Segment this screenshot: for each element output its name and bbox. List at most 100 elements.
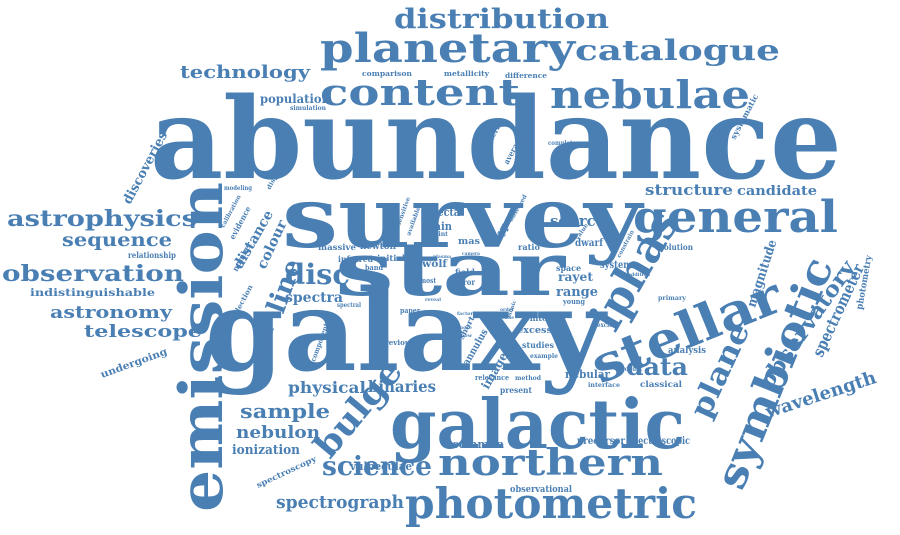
word-astronomy: astronomy	[50, 303, 173, 323]
word-emission: emission	[167, 182, 237, 512]
word-acc: acc	[490, 330, 500, 336]
word-population: population	[260, 92, 330, 106]
word-phase: phase	[500, 315, 514, 321]
word-evolution: evolution	[655, 242, 693, 252]
word-simulation: simulation	[290, 105, 327, 112]
word-telescope: telescope	[84, 322, 202, 342]
word-content: content	[320, 72, 520, 114]
word-point: point	[430, 231, 448, 238]
word-system: system	[600, 260, 632, 271]
word-camera: camera	[462, 251, 481, 257]
word-field: field	[455, 267, 475, 277]
word-sequence: sequence	[62, 229, 172, 251]
word-observational: observational	[510, 485, 573, 495]
word-galactic: galactic	[390, 385, 685, 465]
word-difference: difference	[505, 71, 548, 80]
word-distribution: distribution	[394, 4, 609, 35]
word-initial: initial	[377, 253, 405, 263]
word-galaxy: galaxy	[205, 266, 608, 397]
word-photometric: photometric	[405, 479, 697, 528]
word-expect: expect	[520, 258, 539, 264]
word-science: science	[322, 452, 432, 482]
word-nebular: nebular	[565, 368, 610, 381]
word-disc: disc	[285, 258, 350, 291]
word-northern: northern	[438, 442, 663, 484]
word-source: source	[550, 212, 605, 230]
word-relationship: relationship	[128, 250, 176, 260]
word-virtual: virtual	[369, 293, 388, 299]
word-sample: sample	[240, 399, 330, 423]
word-nebulon: nebulon	[236, 423, 320, 443]
word-ionization: ionization	[232, 443, 301, 458]
word-candidate: candidate	[737, 184, 817, 199]
word-astrophysics: astrophysics	[7, 206, 197, 232]
word-range: range	[556, 285, 598, 300]
word-cent: cent	[488, 322, 501, 328]
word-present: present	[500, 385, 532, 395]
word-complete: complete	[548, 140, 576, 147]
word-mimic: mimic	[506, 300, 518, 319]
word-star: star	[335, 227, 566, 313]
word-planetary: planetary	[320, 25, 577, 72]
word-space: space	[556, 263, 581, 273]
word-method: method	[515, 375, 542, 382]
word-common: common	[452, 438, 504, 451]
word-spectra: spectra	[285, 290, 343, 306]
word-analysis: analysis	[668, 346, 706, 356]
word-vulpeculae: vulpeculae	[349, 460, 412, 473]
word-metallicity: metallicity	[444, 69, 490, 78]
word-most: most	[420, 276, 437, 285]
word-mas: mas	[458, 237, 480, 247]
word-product: product	[618, 366, 642, 373]
word-technology: technology	[180, 62, 311, 83]
word-factor: factor	[457, 311, 473, 317]
word-modeling: modeling	[224, 185, 253, 192]
word-previous: previous	[380, 338, 414, 347]
word-ratio: ratio	[518, 242, 541, 252]
word-show: show	[458, 333, 473, 339]
word-spectroscopic: spectroscopic	[628, 436, 690, 447]
word-primary: primary	[658, 295, 687, 302]
word-wolf: wolf	[421, 259, 448, 270]
word-white: white	[522, 313, 547, 323]
word-spectrograph: spectrograph	[276, 492, 404, 513]
word-physical: physical	[288, 378, 366, 397]
word-abundance: abundance	[150, 74, 842, 205]
word-binaries: binaries	[368, 377, 436, 396]
word-classical: classical	[640, 379, 682, 389]
word-addition: addition	[628, 272, 650, 278]
word-catalogue: catalogue	[575, 34, 780, 67]
word-massive: massive	[318, 242, 356, 252]
word-indistinguishable: indistinguishable	[30, 288, 155, 299]
word-band: band	[365, 263, 383, 272]
word-newton: newton	[360, 242, 396, 252]
word-error: error	[455, 277, 476, 287]
word-spectroscopy: spectroscopy	[255, 453, 318, 490]
word-ejecta: ejecta	[428, 206, 460, 219]
word-plasma: plasma	[433, 254, 452, 260]
word-more: more	[458, 325, 472, 331]
word-interface: interface	[588, 382, 620, 389]
word-dwarf: dwarf	[575, 238, 604, 249]
word-rayet: rayet	[558, 270, 593, 284]
word-example: example	[530, 353, 558, 360]
word-general: general	[633, 192, 838, 243]
word-precursor: precursor	[577, 436, 626, 447]
word-excess: excess	[517, 326, 552, 336]
word-reveal: reveal	[425, 297, 441, 303]
word-studies: studies	[522, 340, 554, 350]
word-relevance: relevance	[475, 373, 509, 382]
word-order: order	[500, 307, 514, 313]
word-observation: observation	[2, 261, 184, 287]
word-survey: survey	[282, 168, 645, 267]
word-nebulae: nebulae	[550, 72, 750, 117]
word-data: data	[626, 352, 688, 381]
word-infrared: infrared	[338, 254, 373, 264]
word-main: main	[424, 220, 452, 233]
word-glass: glass	[475, 313, 489, 319]
word-comparison: comparison	[362, 69, 412, 78]
word-paper: paper	[400, 306, 420, 315]
word-spectral: spectral	[337, 302, 362, 309]
word-excited: excited	[597, 322, 620, 329]
